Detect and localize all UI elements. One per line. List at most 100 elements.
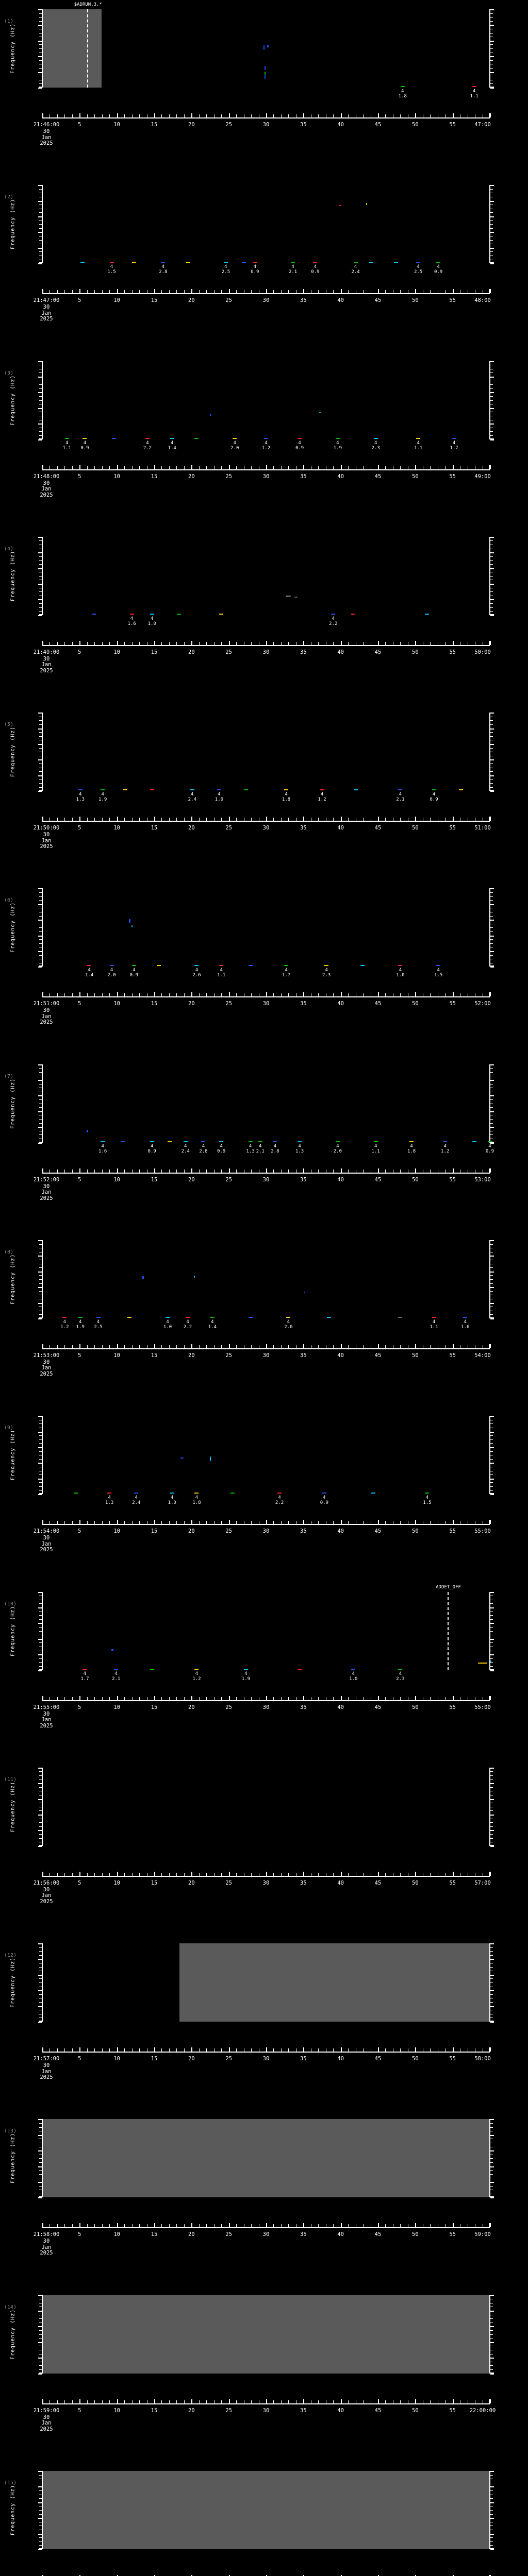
detection-value: 1.7 bbox=[282, 973, 291, 978]
x-axis-tick bbox=[378, 2574, 379, 2576]
detection-value: 0.9 bbox=[147, 1148, 156, 1154]
y-axis-right-tick bbox=[490, 560, 493, 561]
detection-mark bbox=[458, 789, 463, 791]
x-axis-end-label: 51:00 bbox=[474, 825, 491, 832]
x-axis-tick bbox=[452, 1871, 454, 1876]
x-axis-tick bbox=[385, 2224, 386, 2228]
date-stamp-line: Jan bbox=[41, 2420, 52, 2427]
y-axis-tick bbox=[39, 1615, 42, 1616]
detection-value: 2.1 bbox=[288, 269, 298, 275]
y-axis-tick bbox=[39, 396, 42, 397]
spectral-trace bbox=[129, 919, 131, 923]
y-axis-right-tick bbox=[490, 1666, 493, 1667]
x-axis-tick bbox=[87, 114, 88, 117]
y-axis-right-tick bbox=[490, 611, 493, 612]
x-axis-tick bbox=[266, 1871, 267, 1876]
x-axis-tick bbox=[348, 1521, 349, 1524]
x-axis-tick bbox=[109, 1169, 110, 1173]
y-axis-right-tick bbox=[490, 1431, 494, 1433]
x-axis-tick bbox=[102, 466, 103, 469]
y-axis-right-tick bbox=[490, 408, 494, 409]
date-stamp-line: 30 bbox=[43, 1886, 50, 1893]
y-axis-right-tick bbox=[490, 1080, 494, 1081]
y-axis-tick bbox=[39, 240, 42, 241]
spectral-trace bbox=[111, 1649, 113, 1652]
detection-mark bbox=[101, 789, 105, 791]
x-axis-tick bbox=[251, 641, 252, 645]
y-axis-right-cap-bottom bbox=[490, 1493, 494, 1495]
x-axis-tick bbox=[64, 1169, 65, 1173]
date-stamp-line: 30 bbox=[43, 655, 50, 662]
x-axis-tick bbox=[169, 1521, 170, 1524]
detection-count: 4 bbox=[278, 1495, 281, 1501]
plot-area bbox=[42, 888, 490, 967]
x-axis-tick bbox=[318, 1345, 319, 1348]
y-axis-right-tick bbox=[490, 1439, 493, 1440]
detection-value: 0.9 bbox=[251, 269, 259, 275]
x-axis-tick bbox=[415, 1520, 417, 1524]
y-axis-right-tick bbox=[490, 376, 494, 378]
detection-count: 4 bbox=[110, 968, 113, 973]
y-axis-tick bbox=[38, 1591, 42, 1593]
y-axis-right-tick bbox=[490, 185, 494, 187]
y-axis-tick bbox=[39, 556, 42, 557]
x-axis-tick bbox=[266, 1168, 267, 1173]
x-axis-tick bbox=[102, 1345, 103, 1348]
x-axis-tick bbox=[228, 1168, 230, 1173]
x-axis-tick-label: 40 bbox=[337, 649, 344, 655]
y-axis-right-tick bbox=[490, 2334, 493, 2335]
detection-label: 4 1.0 bbox=[349, 1671, 357, 1682]
detection-mark bbox=[264, 437, 268, 439]
detection-mark bbox=[398, 1668, 403, 1670]
y-axis-right-tick bbox=[490, 2185, 493, 2187]
spectrogram-panel: (14)Frequency (Hz)1000800600400200021:59… bbox=[0, 2286, 528, 2462]
x-axis-tick bbox=[236, 641, 237, 645]
x-axis-tick bbox=[161, 2400, 162, 2403]
y-axis bbox=[38, 1591, 43, 1671]
detection-mark bbox=[353, 262, 358, 263]
detection-value: 1.0 bbox=[214, 797, 223, 803]
x-axis-tick bbox=[400, 2400, 401, 2403]
x-axis-tick bbox=[452, 2574, 454, 2576]
x-axis-tick bbox=[102, 1169, 103, 1173]
date-stamp: 30 Jan 2025 bbox=[31, 1711, 62, 1730]
x-axis-tick-label: 10 bbox=[113, 2056, 120, 2062]
x-axis-tick bbox=[191, 640, 193, 645]
x-axis-tick-label: 5 bbox=[78, 297, 81, 304]
x-axis-tick bbox=[430, 1697, 431, 1700]
detection-label: 4 1.1 bbox=[63, 440, 71, 451]
detection-mark bbox=[291, 262, 295, 263]
x-axis-tick bbox=[430, 290, 431, 294]
x-axis-tick-label: 50 bbox=[412, 1528, 419, 1535]
y-axis-tick bbox=[39, 1826, 42, 1827]
y-axis-right-cap-bottom bbox=[490, 87, 494, 88]
x-axis-tick bbox=[228, 1520, 230, 1524]
y-axis-tick bbox=[39, 603, 42, 604]
x-axis-tick bbox=[139, 1521, 140, 1524]
y-axis-right-tick bbox=[490, 1451, 493, 1452]
x-axis-tick bbox=[64, 2048, 65, 2052]
detection-mark bbox=[150, 1141, 154, 1142]
x-axis-tick-label: 40 bbox=[337, 2231, 344, 2238]
panel-number: (7) bbox=[4, 1073, 14, 1079]
x-axis-tick-label: 50 bbox=[412, 1352, 419, 1359]
x-axis-end-label: 50:00 bbox=[474, 649, 491, 655]
y-axis-right-tick bbox=[490, 916, 493, 917]
detection-count: 4 bbox=[253, 264, 257, 270]
y-axis-right-tick bbox=[490, 372, 493, 374]
x-axis-tick bbox=[445, 2048, 446, 2052]
spectrogram-panel: (13)Frequency (Hz)1000800600400200021:58… bbox=[0, 2110, 528, 2285]
x-axis-tick bbox=[161, 1521, 162, 1524]
y-axis-right-tick bbox=[490, 892, 493, 893]
x-axis-tick bbox=[400, 1521, 401, 1524]
detection-value: 1.6 bbox=[127, 621, 136, 626]
y-axis-right-tick bbox=[490, 1111, 494, 1112]
x-axis-tick bbox=[452, 465, 454, 469]
y-axis-right bbox=[489, 1767, 494, 1847]
x-axis-tick bbox=[266, 289, 267, 294]
x-axis-tick bbox=[340, 113, 342, 117]
x-axis-tick bbox=[199, 2048, 200, 2052]
detection-mark bbox=[284, 965, 289, 967]
y-axis-right-tick bbox=[490, 720, 493, 721]
